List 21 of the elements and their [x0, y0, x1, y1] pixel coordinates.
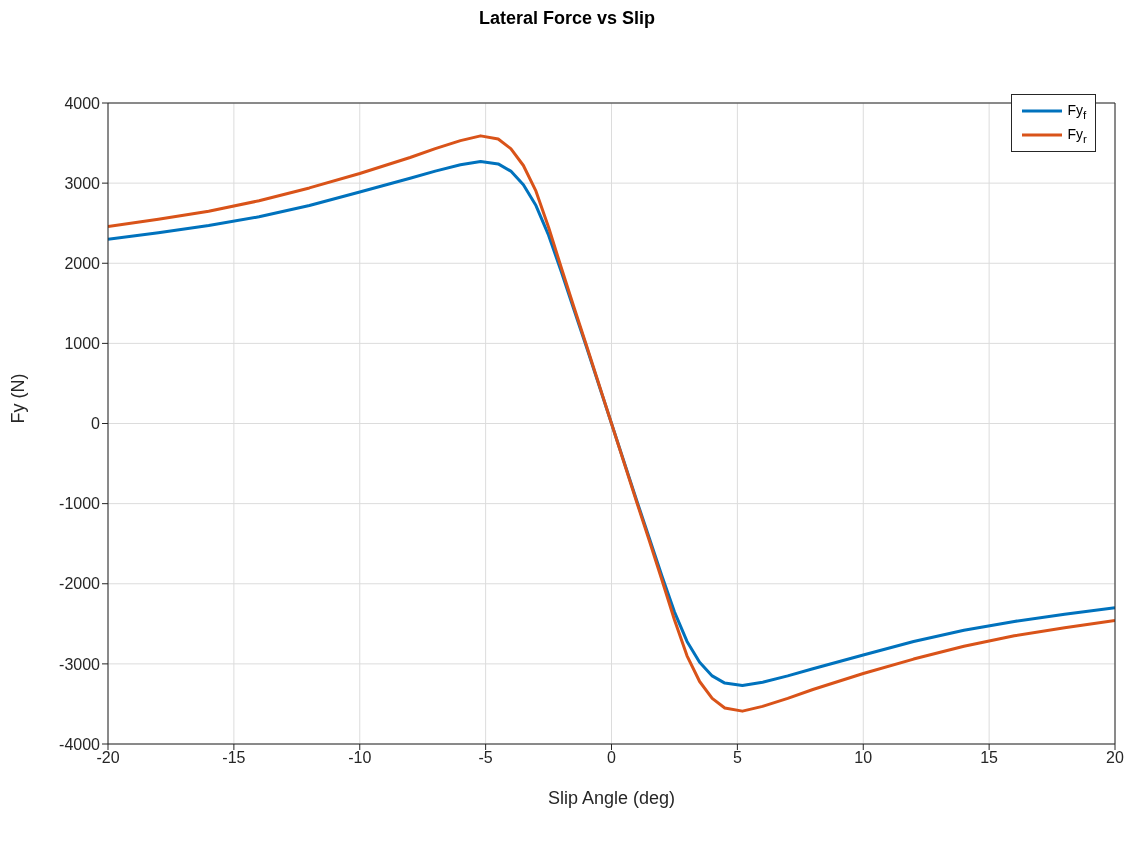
y-tick-label: 2000: [64, 254, 101, 272]
x-tick-label: 10: [854, 749, 873, 767]
x-axis-title: Slip Angle (deg): [547, 788, 676, 808]
legend-label: Fy$_{r}$: [1067, 125, 1087, 145]
x-tick-label: -10: [348, 749, 372, 767]
y-tick-label: 1000: [64, 335, 101, 353]
y-tick-label: -2000: [59, 575, 101, 593]
y-tick-label: 3000: [64, 174, 101, 192]
y-tick-label: 0: [91, 415, 101, 433]
x-tick-label: -15: [222, 749, 246, 767]
chart-title: Lateral Force vs Slip: [477, 8, 657, 30]
y-tick-label: -3000: [59, 655, 101, 673]
x-tick-label: 5: [732, 749, 742, 767]
y-axis-title: Fy (N): [8, 373, 29, 424]
legend-label: Fy$_{f}$: [1067, 101, 1087, 121]
x-tick-label: 0: [607, 749, 617, 767]
y-tick-label: 4000: [64, 94, 101, 112]
x-tick-label: 20: [1106, 749, 1124, 767]
x-tick-label: -5: [478, 749, 493, 767]
x-tick-label: 15: [980, 749, 999, 767]
y-tick-label: -1000: [59, 495, 101, 513]
